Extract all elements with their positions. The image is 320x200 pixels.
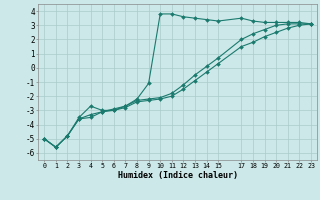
X-axis label: Humidex (Indice chaleur): Humidex (Indice chaleur)	[118, 171, 238, 180]
